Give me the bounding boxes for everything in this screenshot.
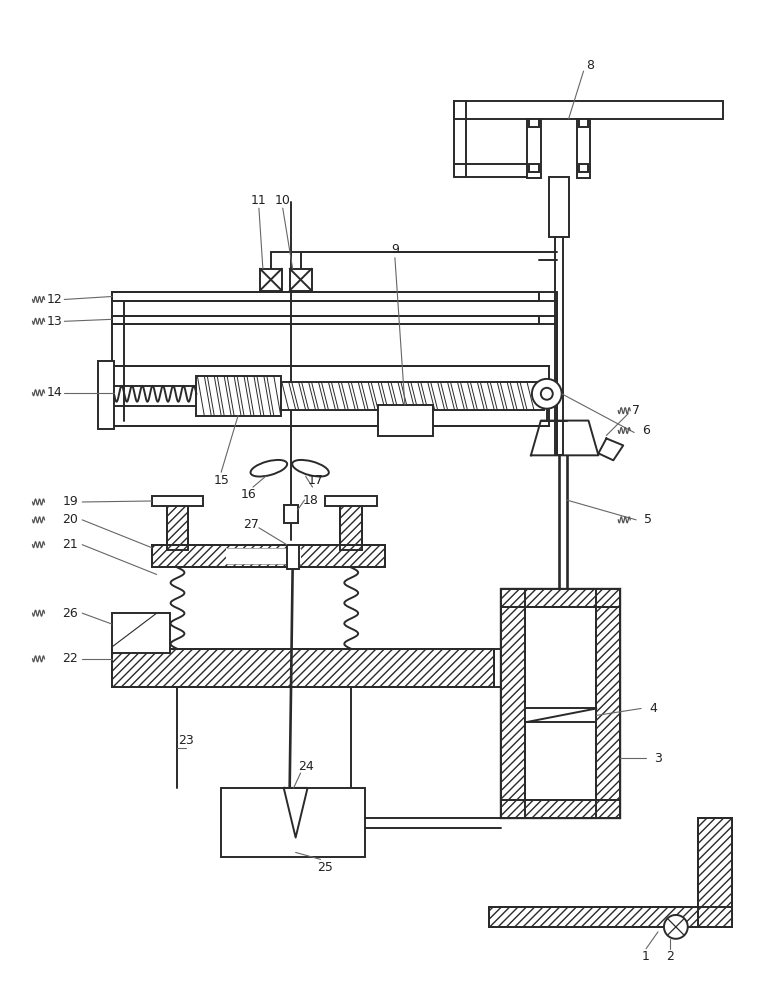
- Bar: [529, 119, 539, 127]
- Bar: [98, 361, 114, 429]
- Bar: [151, 545, 385, 567]
- Text: 20: 20: [62, 513, 78, 526]
- Text: 23: 23: [178, 734, 194, 747]
- Bar: [378, 405, 433, 436]
- Text: 12: 12: [47, 293, 62, 306]
- Bar: [529, 164, 539, 172]
- Bar: [281, 382, 544, 410]
- Bar: [167, 500, 188, 550]
- Bar: [549, 177, 568, 237]
- Text: 21: 21: [63, 538, 78, 551]
- Bar: [340, 500, 362, 550]
- Bar: [454, 101, 722, 119]
- Bar: [698, 818, 732, 927]
- Bar: [226, 548, 301, 564]
- Bar: [578, 164, 588, 172]
- Bar: [501, 589, 525, 818]
- Bar: [325, 496, 377, 506]
- Bar: [501, 589, 620, 607]
- Polygon shape: [284, 788, 308, 838]
- Text: 19: 19: [63, 495, 78, 508]
- Circle shape: [532, 379, 562, 409]
- Bar: [290, 269, 311, 291]
- Bar: [287, 545, 298, 569]
- Bar: [284, 505, 298, 523]
- Bar: [197, 376, 281, 416]
- Text: 16: 16: [241, 488, 257, 501]
- Text: 10: 10: [275, 194, 291, 207]
- Text: 1: 1: [642, 950, 650, 963]
- Text: 13: 13: [47, 315, 62, 328]
- Bar: [597, 589, 620, 818]
- Ellipse shape: [250, 460, 287, 477]
- Text: 25: 25: [317, 861, 334, 874]
- Circle shape: [664, 915, 688, 939]
- Text: 15: 15: [213, 474, 230, 487]
- Bar: [112, 613, 170, 653]
- Text: 8: 8: [587, 59, 594, 72]
- Text: 7: 7: [632, 404, 640, 417]
- Text: 26: 26: [63, 607, 78, 620]
- Bar: [260, 269, 282, 291]
- Text: 18: 18: [303, 493, 318, 506]
- Bar: [151, 545, 385, 567]
- Ellipse shape: [292, 460, 329, 477]
- Bar: [490, 907, 732, 927]
- Bar: [525, 708, 597, 722]
- Bar: [698, 818, 732, 927]
- Bar: [501, 589, 525, 818]
- Text: 17: 17: [308, 474, 324, 487]
- Bar: [578, 119, 588, 127]
- Bar: [112, 366, 549, 426]
- Text: 6: 6: [642, 424, 650, 437]
- Bar: [501, 800, 620, 818]
- Polygon shape: [598, 438, 623, 460]
- Bar: [698, 818, 732, 927]
- Bar: [501, 589, 620, 818]
- Bar: [597, 589, 620, 818]
- Text: 5: 5: [644, 513, 652, 526]
- Text: 14: 14: [47, 386, 62, 399]
- Bar: [555, 237, 563, 455]
- Circle shape: [541, 388, 553, 400]
- Bar: [501, 589, 620, 607]
- Bar: [112, 649, 494, 687]
- Text: 2: 2: [666, 950, 674, 963]
- Text: 11: 11: [251, 194, 267, 207]
- Bar: [490, 907, 732, 927]
- Text: 22: 22: [63, 652, 78, 665]
- Bar: [340, 500, 362, 550]
- Bar: [151, 496, 203, 506]
- Bar: [501, 800, 620, 818]
- Bar: [112, 316, 539, 324]
- Bar: [112, 649, 494, 687]
- Text: 9: 9: [391, 243, 399, 256]
- Bar: [490, 907, 732, 927]
- Text: 24: 24: [298, 760, 314, 773]
- Text: 4: 4: [649, 702, 657, 715]
- Bar: [167, 500, 188, 550]
- Bar: [112, 292, 539, 301]
- Bar: [221, 788, 365, 857]
- Bar: [527, 119, 541, 178]
- Bar: [577, 119, 591, 178]
- Text: 3: 3: [654, 752, 662, 765]
- Text: 27: 27: [243, 518, 259, 531]
- Polygon shape: [531, 421, 598, 455]
